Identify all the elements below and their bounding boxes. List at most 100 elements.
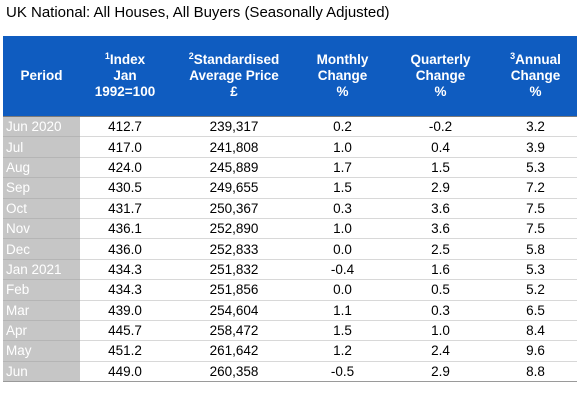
cell-monthly-change: 1.5	[298, 177, 387, 199]
house-price-table: Period 1Index Jan 1992=100 2Standardised…	[3, 36, 577, 383]
header-index-line2: Jan 1992=100	[94, 68, 156, 99]
table-body: Jun 2020 412.7 239,317 0.2 -0.2 3.2 Jul 417.0 24…	[3, 116, 577, 383]
footnote-marker-index: 1	[104, 51, 110, 61]
cell-price: 254,604	[170, 300, 298, 321]
cell-monthly-change: 0.3	[298, 198, 387, 219]
cell-index: 430.5	[80, 177, 170, 199]
table-row: Nov 436.1 252,890 1.0 3.6 7.5	[3, 218, 577, 240]
cell-index: 439.0	[80, 300, 170, 321]
header-quarterly-line3: %	[434, 84, 447, 99]
header-price-line2: Average Price	[189, 68, 279, 83]
header-quarterly-line2: Change	[415, 68, 466, 83]
cell-annual-change: 6.5	[494, 300, 577, 321]
table-title: UK National: All Houses, All Buyers (Sea…	[6, 4, 390, 21]
cell-index: 445.7	[80, 320, 170, 342]
cell-period: Sep	[3, 177, 80, 199]
table-row: Jul 417.0 241,808 1.0 0.4 3.9	[3, 136, 577, 158]
header-monthly-line3: %	[336, 84, 349, 99]
column-header-monthly: Monthly Change %	[298, 36, 387, 117]
cell-period: May	[3, 340, 80, 362]
cell-price: 261,642	[170, 340, 298, 362]
header-monthly-line2: Change	[317, 68, 368, 83]
cell-monthly-change: -0.4	[298, 259, 387, 281]
cell-quarterly-change: 0.3	[387, 300, 494, 321]
cell-index: 436.1	[80, 218, 170, 240]
table-row: Dec 436.0 252,833 0.0 2.5 5.8	[3, 238, 577, 260]
table-row: Feb 434.3 251,856 0.0 0.5 5.2	[3, 279, 577, 301]
cell-quarterly-change: 3.6	[387, 198, 494, 219]
cell-period: Jun 2020	[3, 116, 80, 138]
cell-period: Oct	[3, 198, 80, 219]
header-monthly-line1: Monthly	[316, 52, 369, 67]
table-row: Oct 431.7 250,367 0.3 3.6 7.5	[3, 198, 577, 219]
cell-price: 241,808	[170, 136, 298, 158]
cell-quarterly-change: -0.2	[387, 116, 494, 138]
header-price-line3: £	[230, 84, 238, 99]
cell-monthly-change: 1.2	[298, 340, 387, 362]
cell-index: 434.3	[80, 279, 170, 301]
cell-price: 260,358	[170, 361, 298, 383]
footnote-marker-annual: 3	[510, 51, 516, 61]
cell-annual-change: 7.2	[494, 177, 577, 199]
cell-index: 434.3	[80, 259, 170, 281]
table-row: Jan 2021 434.3 251,832 -0.4 1.6 5.3	[3, 259, 577, 281]
cell-annual-change: 8.4	[494, 320, 577, 342]
cell-period: Jul	[3, 136, 80, 158]
cell-quarterly-change: 1.5	[387, 157, 494, 179]
cell-monthly-change: 1.5	[298, 320, 387, 342]
cell-annual-change: 9.6	[494, 340, 577, 362]
footnote-marker-price: 2	[188, 51, 194, 61]
table-row: Aug 424.0 245,889 1.7 1.5 5.3	[3, 157, 577, 179]
column-header-price: 2Standardised Average Price £	[170, 36, 298, 117]
cell-monthly-change: 1.0	[298, 136, 387, 158]
cell-annual-change: 5.8	[494, 238, 577, 260]
cell-quarterly-change: 2.9	[387, 361, 494, 383]
header-annual-line2: Change	[510, 68, 561, 83]
cell-monthly-change: 0.0	[298, 238, 387, 260]
cell-index: 431.7	[80, 198, 170, 219]
cell-period: Nov	[3, 218, 80, 240]
cell-period: Dec	[3, 238, 80, 260]
table-row: Mar 439.0 254,604 1.1 0.3 6.5	[3, 300, 577, 321]
header-annual-line3: %	[529, 84, 542, 99]
cell-quarterly-change: 0.4	[387, 136, 494, 158]
cell-annual-change: 7.5	[494, 198, 577, 219]
cell-price: 252,890	[170, 218, 298, 240]
cell-monthly-change: -0.5	[298, 361, 387, 383]
column-header-annual: 3Annual Change %	[494, 36, 577, 117]
cell-annual-change: 5.3	[494, 157, 577, 179]
table-row: Sep 430.5 249,655 1.5 2.9 7.2	[3, 177, 577, 199]
cell-price: 251,856	[170, 279, 298, 301]
cell-quarterly-change: 2.9	[387, 177, 494, 199]
cell-index: 424.0	[80, 157, 170, 179]
cell-period: Mar	[3, 300, 80, 321]
header-quarterly-line1: Quarterly	[410, 52, 471, 67]
table-row: Jun 449.0 260,358 -0.5 2.9 8.8	[3, 361, 577, 383]
column-header-index: 1Index Jan 1992=100	[80, 36, 170, 117]
cell-index: 412.7	[80, 116, 170, 138]
column-header-quarterly: Quarterly Change %	[387, 36, 494, 117]
cell-price: 250,367	[170, 198, 298, 219]
cell-annual-change: 5.3	[494, 259, 577, 281]
header-period-label: Period	[20, 68, 63, 83]
cell-period: Apr	[3, 320, 80, 342]
cell-monthly-change: 1.7	[298, 157, 387, 179]
table-header-row: Period 1Index Jan 1992=100 2Standardised…	[3, 36, 577, 117]
cell-price: 249,655	[170, 177, 298, 199]
cell-index: 417.0	[80, 136, 170, 158]
cell-monthly-change: 0.0	[298, 279, 387, 301]
table-row: May 451.2 261,642 1.2 2.4 9.6	[3, 340, 577, 362]
header-price-line1: Standardised	[193, 52, 280, 67]
cell-price: 239,317	[170, 116, 298, 138]
cell-index: 449.0	[80, 361, 170, 383]
cell-period: Aug	[3, 157, 80, 179]
cell-monthly-change: 0.2	[298, 116, 387, 138]
cell-quarterly-change: 3.6	[387, 218, 494, 240]
cell-price: 251,832	[170, 259, 298, 281]
cell-annual-change: 3.2	[494, 116, 577, 138]
cell-annual-change: 5.2	[494, 279, 577, 301]
cell-price: 258,472	[170, 320, 298, 342]
cell-quarterly-change: 2.5	[387, 238, 494, 260]
header-index-line1: Index	[109, 52, 146, 67]
cell-annual-change: 8.8	[494, 361, 577, 383]
